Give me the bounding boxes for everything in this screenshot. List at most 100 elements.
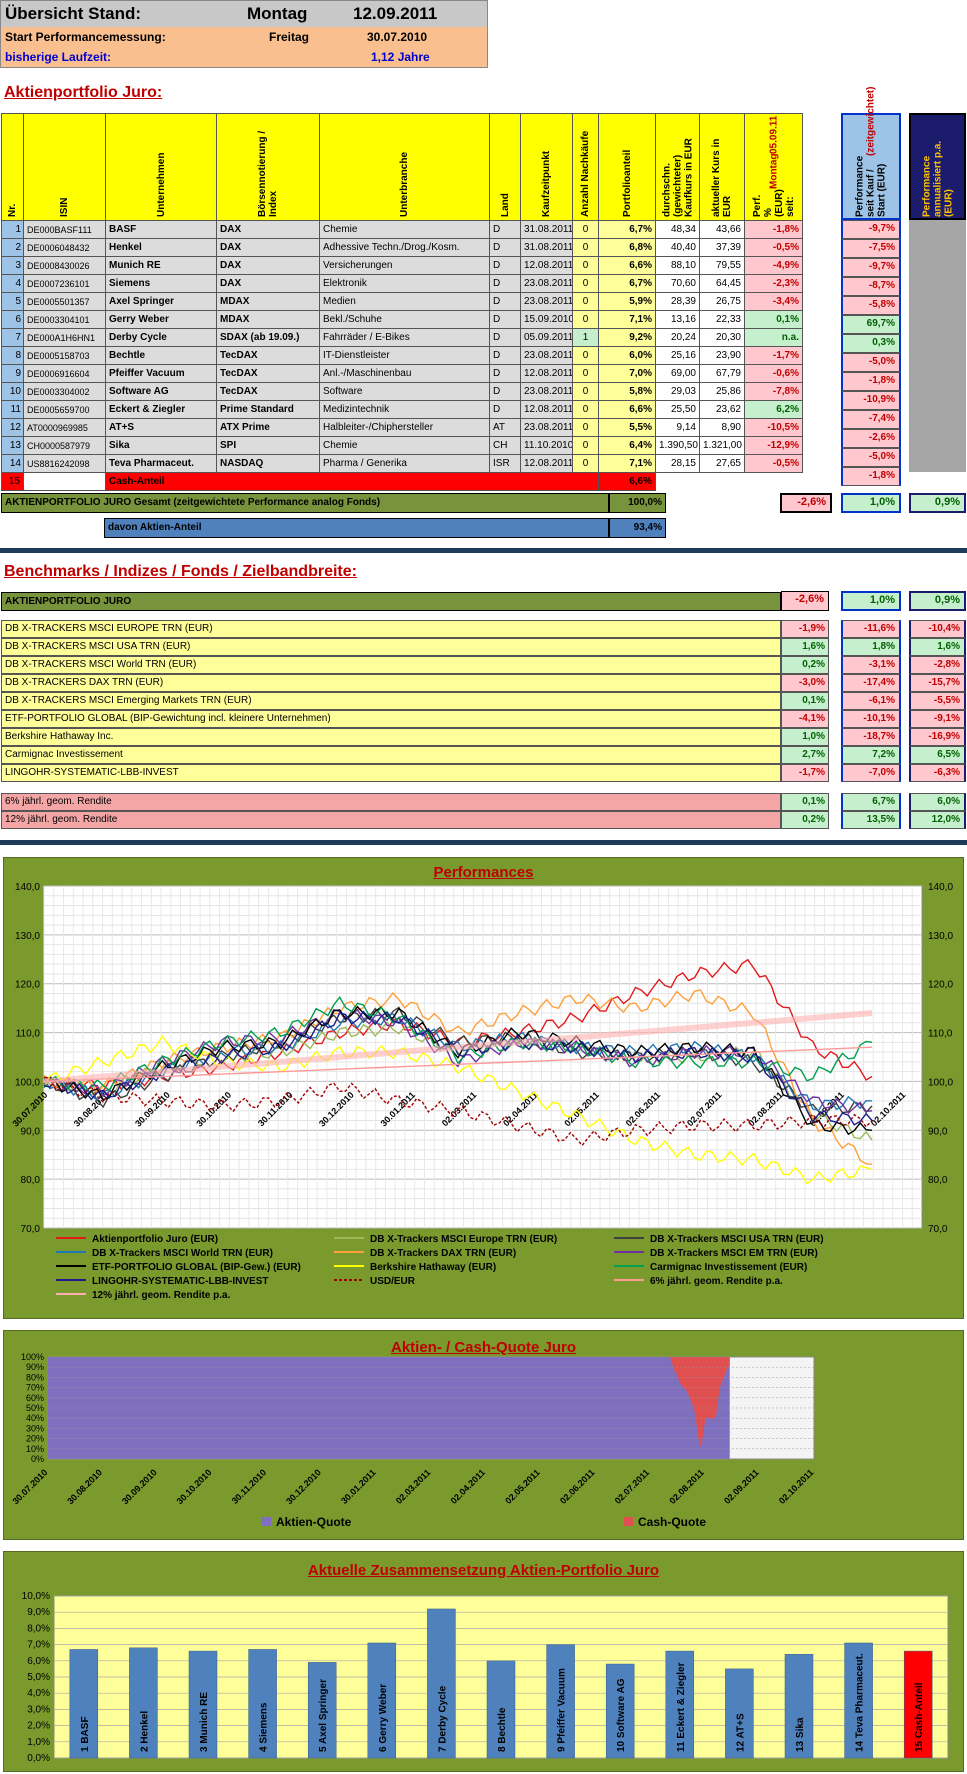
cell-land: AT (489, 418, 521, 437)
cell-kk: 25,50 (655, 400, 700, 419)
start-label: Start Performancemessung: (5, 30, 166, 44)
y-tick-label: 0% (31, 1454, 44, 1464)
cell-name: Derby Cycle (105, 328, 217, 347)
cell-index: TecDAX (216, 382, 320, 401)
cell-nach: 0 (572, 256, 599, 275)
cell-nr: 6 (1, 310, 24, 329)
y-tick-label: 2,0% (27, 1721, 50, 1732)
cell-anteil: 6,0% (598, 346, 656, 365)
col-unternehmen: Unternehmen (155, 152, 167, 217)
cell-anteil: 6,6% (598, 256, 656, 275)
cell-isin: DE0008430026 (23, 256, 106, 275)
cell-index: SPI (216, 436, 320, 455)
benchmark-annual: -2,8% (909, 656, 966, 674)
x-tick-label: 30.11.2010 (230, 1467, 269, 1506)
cell-name: Sika (105, 436, 217, 455)
col-nachkaeufe: Anzahl Nachkäufe (580, 130, 591, 217)
cell-anteil: 9,2% (598, 328, 656, 347)
perf-total-cell: -5,0% (841, 353, 901, 372)
cell-kk: 40,40 (655, 238, 700, 257)
series-line (43, 1076, 873, 1147)
legend-label: DB X-Trackers MSCI World TRN (EUR) (92, 1248, 273, 1259)
y-tick-label: 10% (26, 1444, 44, 1454)
cell-perf: -1,7% (744, 346, 803, 365)
cell-nr: 14 (1, 454, 24, 473)
start-date: 30.07.2010 (367, 30, 428, 44)
aktien-anteil-row: davon Aktien-Anteil (104, 518, 609, 538)
benchmark-total: 1,8% (841, 638, 901, 656)
legend-label: Cash-Quote (638, 1515, 706, 1529)
col-branche: Unterbranche (399, 151, 410, 217)
cell-anteil: 6,6% (598, 400, 656, 419)
benchmark-annual: -9,1% (909, 710, 966, 728)
bench-portfolio-total: 1,0% (841, 591, 901, 611)
x-tick-label: 02.04.2011 (449, 1467, 488, 1506)
cell-branche: Adhessive Techn./Drog./Kosm. (319, 238, 490, 257)
y-tick-label: 80,0 (21, 1175, 41, 1186)
header-day: Montag (247, 4, 308, 23)
cell-nach: 0 (572, 220, 599, 239)
cell-anteil: 6,8% (598, 238, 656, 257)
x-tick-label: 02.03.2011 (394, 1467, 433, 1506)
col-perf: Perf. % (EUR) seit: (751, 189, 796, 217)
cell-perf: 6,2% (744, 400, 803, 419)
benchmark-label: DB X-TRACKERS MSCI World TRN (EUR) (1, 656, 781, 674)
cell-kauf: 12.08.2011 (520, 454, 573, 473)
benchmark-perf: -1,9% (781, 620, 829, 638)
cell-anteil: 7,1% (598, 310, 656, 329)
bar-label: 10 Software AG (616, 1678, 627, 1752)
perf-total-cell: -5,0% (841, 448, 901, 467)
cell-land: D (489, 274, 521, 293)
benchmark-perf: 0,1% (781, 793, 829, 811)
portfolio-header: Nr. ISIN Unternehmen Börsennotierung / I… (1, 113, 803, 221)
cash-quote-chart: 0%10%20%30%40%50%60%70%80%90%100% 30.07.2… (10, 1352, 816, 1529)
y-tick-label: 140,0 (928, 882, 953, 893)
table-row: 10 DE0003304002 Software AG TecDAX Software D… (1, 382, 803, 401)
cell-kk: 25,16 (655, 346, 700, 365)
x-tick-label: 02.10.2011 (777, 1467, 816, 1506)
y-tick-label: 1,0% (27, 1737, 50, 1748)
portfolio-table: 1 DE000BASF111 BASF DAX Chemie D 31.08.2011 0 6,… (1, 220, 803, 491)
cell-nr: 10 (1, 382, 24, 401)
cell-nach: 0 (572, 364, 599, 383)
cash-nr: 15 (1, 472, 24, 491)
table-row: 5 DE0005501357 Axel Springer MDAX Medien D 23.… (1, 292, 803, 311)
bar (665, 1650, 695, 1759)
cash-isin (23, 472, 106, 491)
y-tick-label: 3,0% (27, 1704, 50, 1715)
bar (188, 1650, 218, 1759)
benchmark-perf: 0,2% (781, 811, 829, 829)
col-nr: Nr. (7, 203, 18, 217)
header-date: 12.09.2011 (353, 4, 438, 23)
cell-index: TecDAX (216, 346, 320, 365)
cell-nr: 3 (1, 256, 24, 275)
cell-anteil: 6,7% (598, 274, 656, 293)
series-line (43, 995, 873, 1092)
legend-label: DB X-Trackers MSCI USA TRN (EUR) (650, 1234, 824, 1245)
start-day: Freitag (269, 30, 310, 44)
cell-branche: Versicherungen (319, 256, 490, 275)
cell-anteil: 5,8% (598, 382, 656, 401)
y-tick-label: 110,0 (928, 1029, 953, 1040)
cell-perf: -12,9% (744, 436, 803, 455)
cell-nach: 0 (572, 274, 599, 293)
cell-ak: 37,39 (699, 238, 745, 257)
cell-nr: 2 (1, 238, 24, 257)
perf-total-cell: -2,6% (841, 429, 901, 448)
table-row: 2 DE0006048432 Henkel DAX Adhessive Techn./D… (1, 238, 803, 257)
legend-label: Aktienportfolio Juro (EUR) (92, 1234, 218, 1245)
cell-nr: 13 (1, 436, 24, 455)
bar (605, 1663, 635, 1759)
bench-portfolio-row: AKTIENPORTFOLIO JURO (1, 592, 781, 611)
cell-nach: 0 (572, 400, 599, 419)
legend-label: Aktien-Quote (276, 1515, 352, 1529)
cash-quote-chart-panel: Aktien- / Cash-Quote Juro 0% 10% 20% 30% 40%… (3, 1330, 964, 1540)
cell-branche: Medien (319, 292, 490, 311)
cell-nr: 4 (1, 274, 24, 293)
cell-kk: 1.390,50 (655, 436, 700, 455)
separator (0, 548, 967, 553)
bar-label: 3 Munich RE (199, 1692, 210, 1752)
benchmark-label: DB X-TRACKERS MSCI EUROPE TRN (EUR) (1, 620, 781, 638)
cell-name: Axel Springer (105, 292, 217, 311)
cell-land: D (489, 220, 521, 239)
